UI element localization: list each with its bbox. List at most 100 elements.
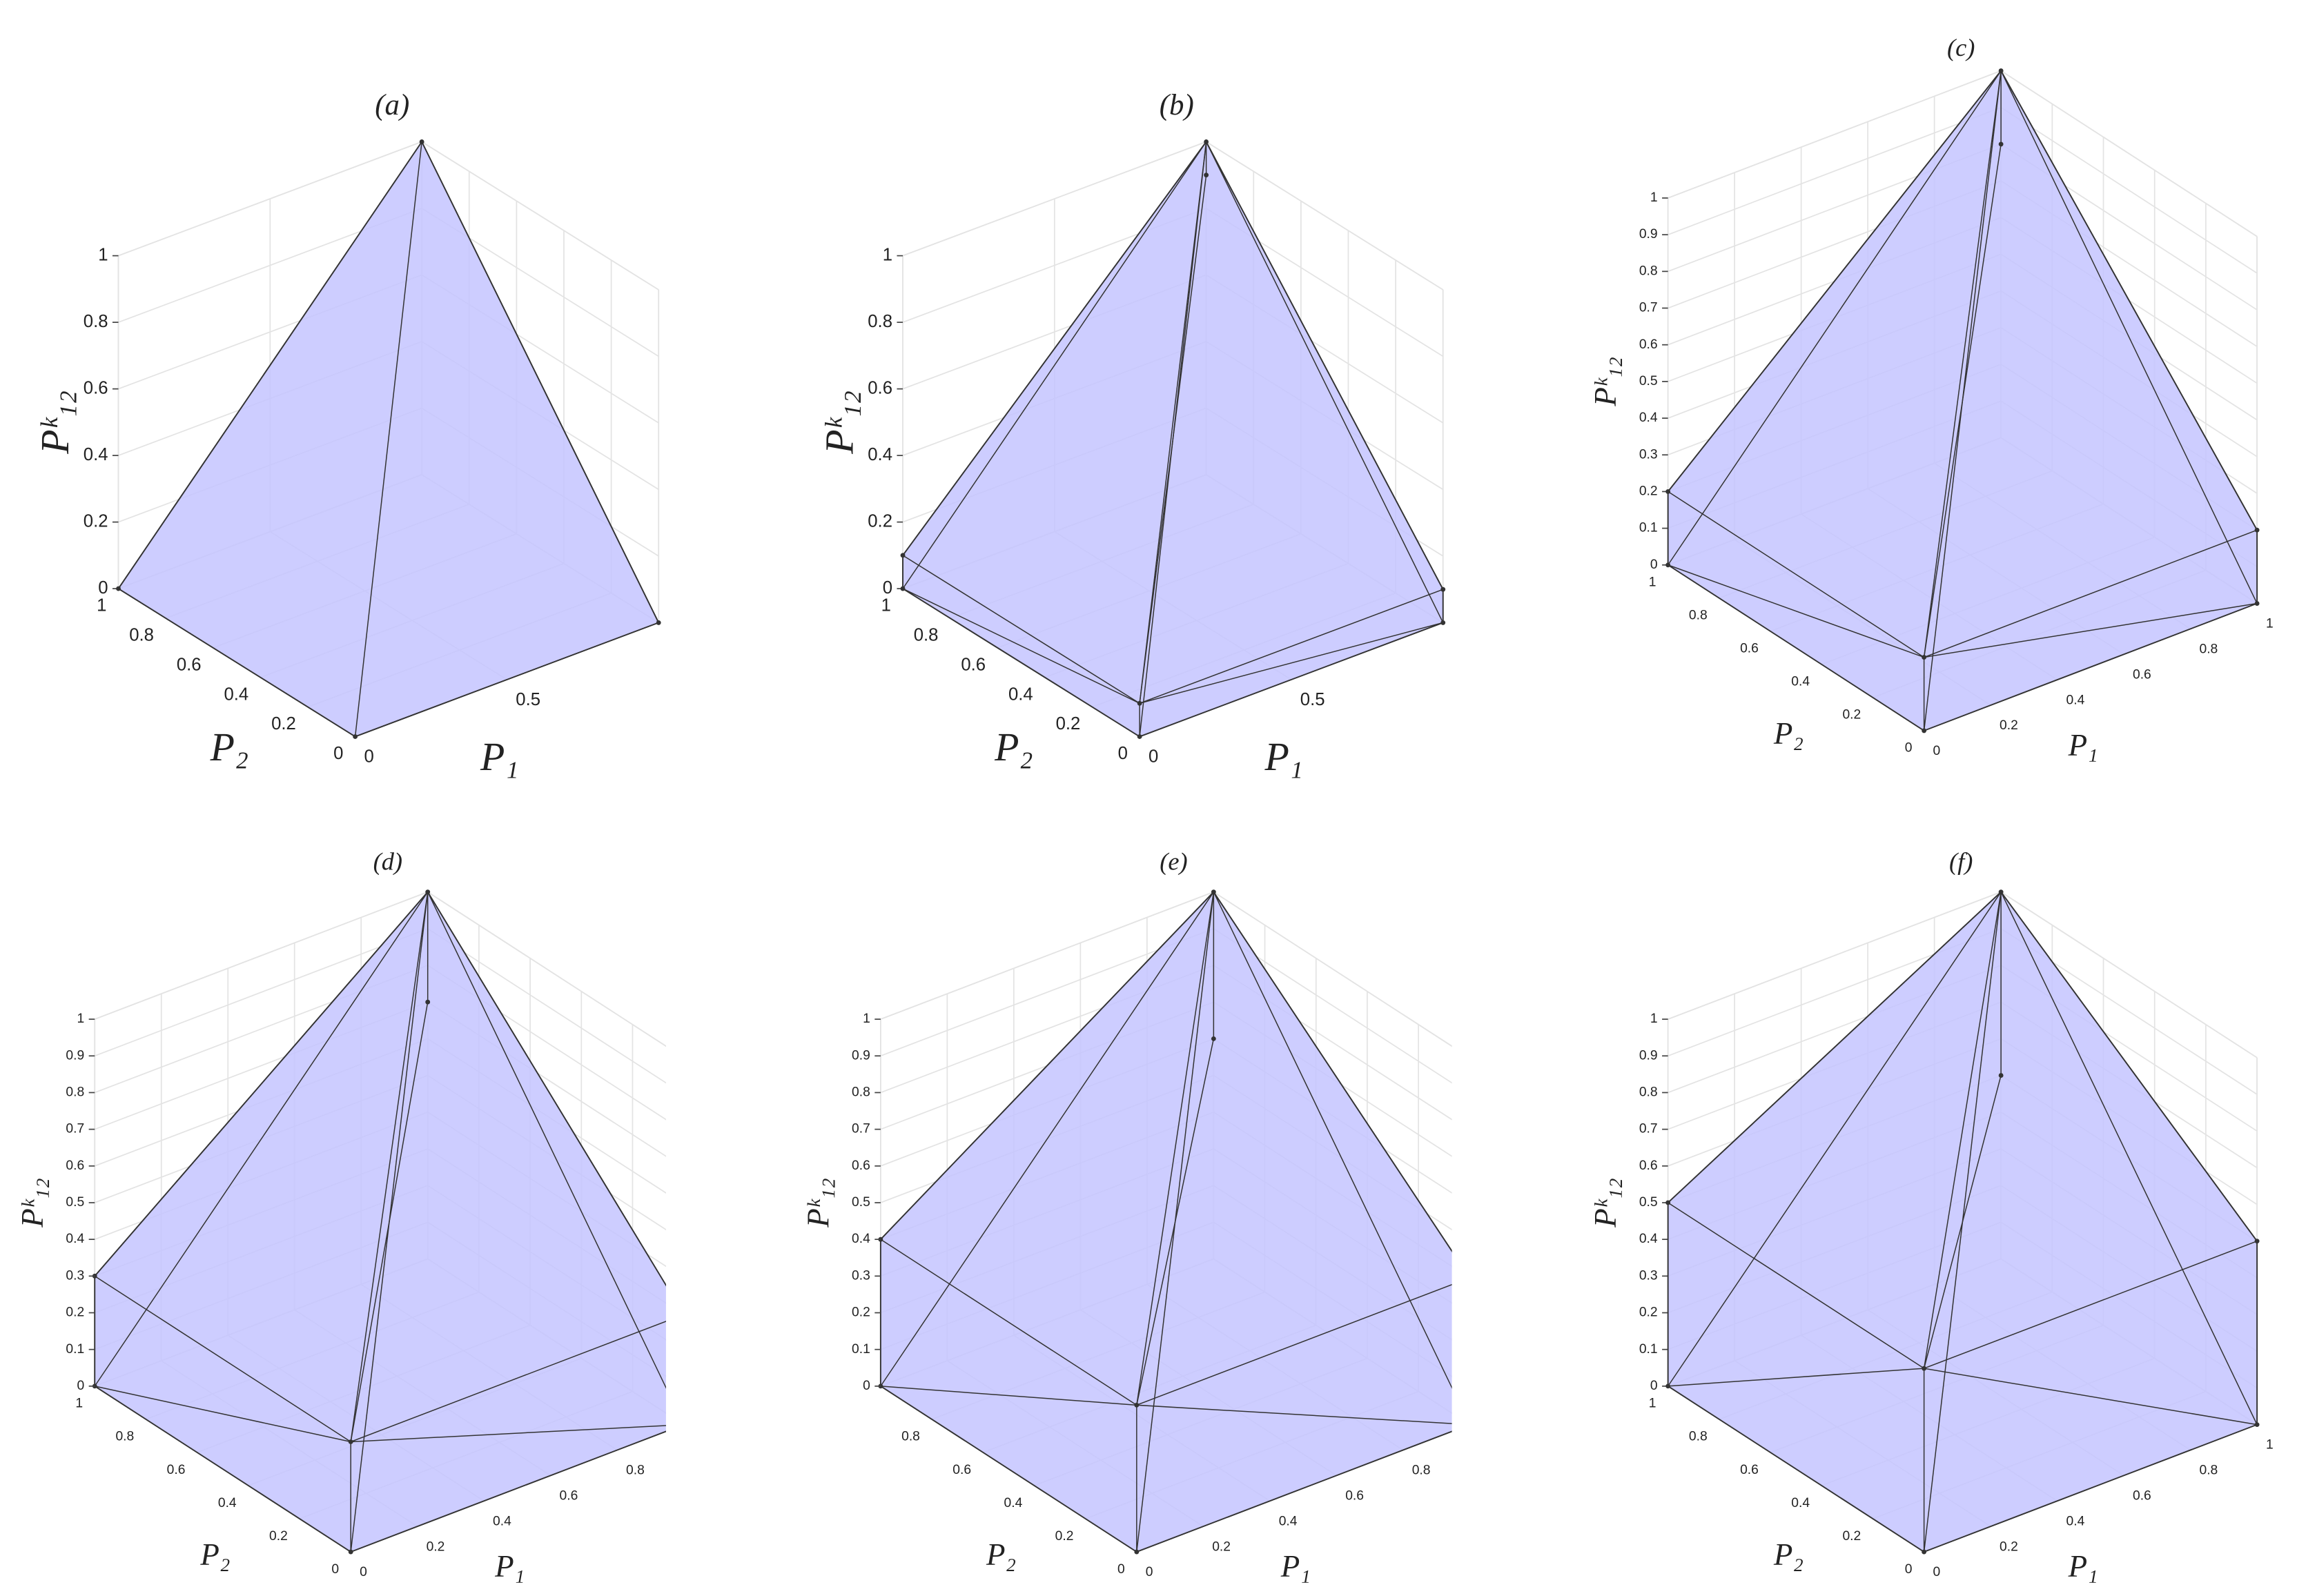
panel-title: (c) (1947, 34, 1975, 61)
vertex (2254, 601, 2260, 606)
plot-area (92, 889, 686, 1555)
y-axis-label: P₂ (199, 1537, 230, 1572)
y-tick-label: 0 (1118, 744, 1128, 763)
polytope-edge (1213, 891, 1452, 1252)
y-tick-label: 0.6 (177, 655, 202, 674)
y-tick-label: 0.2 (1842, 1529, 1861, 1544)
polytope-edge (350, 891, 429, 1442)
panel: 0 0.2 0.4 0.6 0.8 0 0.2 0.4 0.6 0.8 0 0.1 0.2 0.3 0.4 0… (801, 847, 1452, 1584)
vertex (1204, 139, 1209, 144)
x-tick-label: 0.2 (2000, 718, 2018, 733)
z-tick-label: 0.8 (1639, 1085, 1658, 1100)
vertex (656, 620, 661, 625)
polytope-edge (1923, 144, 2002, 658)
polytope-edge (1668, 1202, 1925, 1369)
y-tick-label: 0.6 (961, 655, 986, 674)
y-tick-label: 1 (75, 1397, 83, 1411)
polytope-edge (1668, 564, 1924, 658)
y-tick-label: 0.8 (914, 625, 939, 644)
polytope-edge (427, 891, 666, 1287)
x-tick-label: 0.4 (2066, 693, 2084, 707)
polytope-edge (1924, 529, 2258, 658)
z-tick-label: 0.6 (84, 378, 108, 397)
y-tick-label: 0.2 (271, 714, 296, 733)
z-tick-label: 0 (883, 578, 892, 598)
vertex (92, 1383, 97, 1389)
y-tick-label: 0.2 (1055, 1529, 1074, 1544)
y-axis-label: P₂ (210, 725, 248, 769)
y-tick-label: 0.6 (1740, 1463, 1759, 1477)
y-tick-label: 0.8 (1689, 609, 1708, 623)
x-tick-label: 0.6 (560, 1489, 578, 1504)
polytope-edge (350, 1321, 666, 1443)
z-axis-label: Pᵏ₁₂ (32, 391, 77, 455)
polytope-edge (1139, 622, 1443, 704)
y-axis-label: P₂ (1773, 1537, 1804, 1572)
z-tick-label: 1 (77, 1012, 84, 1026)
vertex (348, 1439, 353, 1444)
x-tick-label: 0.8 (626, 1464, 645, 1478)
vertex (425, 999, 431, 1005)
polytope-edge (1923, 70, 2002, 658)
vertex (92, 1273, 97, 1279)
vertex (1665, 1383, 1671, 1389)
polytope-edge (2000, 70, 2258, 531)
z-tick-label: 0.8 (868, 312, 892, 331)
z-tick-label: 0.4 (1639, 1232, 1658, 1246)
x-tick-label: 0 (364, 747, 374, 766)
grid-line (427, 928, 666, 1084)
z-tick-label: 0.7 (66, 1122, 84, 1136)
z-tick-label: 0.4 (1639, 411, 1658, 425)
vertex (425, 889, 431, 895)
vertex (681, 1422, 686, 1427)
z-tick-label: 0.2 (84, 511, 108, 531)
z-axis-label: Pᵏ₁₂ (15, 1178, 50, 1228)
polytope-edge (880, 1386, 1137, 1406)
polytope-edge (94, 1275, 351, 1443)
grid-line (2000, 107, 2258, 274)
z-tick-label: 1 (863, 1012, 870, 1026)
vertex (1922, 728, 1927, 733)
polytope-edge (1136, 1404, 1452, 1424)
z-tick-label: 0.6 (1639, 1159, 1658, 1173)
polytope-edge (1139, 589, 1443, 704)
x-tick-label: 0.8 (1412, 1464, 1431, 1478)
vertex (348, 1549, 353, 1555)
grid-line (1668, 106, 2002, 235)
z-tick-label: 1 (98, 245, 108, 264)
x-tick-label: 1 (2266, 617, 2274, 631)
panel: 0 0.2 0.4 0.6 0.8 1 0 0.2 0.4 0.6 0.8 1 0 0.1 0.2 0.3 0.… (1588, 34, 2273, 762)
vertex (1204, 173, 1209, 178)
polytope-edge (2000, 70, 2258, 604)
z-tick-label: 0.7 (852, 1122, 870, 1136)
z-tick-label: 0.4 (868, 445, 892, 464)
z-tick-label: 1 (1650, 1012, 1658, 1026)
y-tick-label: 0.2 (269, 1529, 288, 1544)
z-axis-label: Pᵏ₁₂ (801, 1178, 835, 1228)
z-tick-label: 0.2 (1639, 1306, 1658, 1320)
z-tick-label: 0.9 (1639, 227, 1658, 242)
vertex (2254, 527, 2260, 533)
polytope-edge (1205, 141, 1444, 623)
grid-line (1213, 891, 1452, 1047)
grid-line (1668, 70, 2002, 199)
x-tick-label: 0.6 (2133, 667, 2151, 682)
z-tick-label: 0.5 (852, 1195, 870, 1210)
z-tick-label: 0.6 (852, 1159, 870, 1173)
panel-title: (e) (1160, 847, 1187, 875)
x-axis-label: P₁ (494, 1549, 525, 1584)
x-tick-label: 0.2 (1212, 1539, 1231, 1554)
vertex (1440, 620, 1446, 625)
grid-line (2000, 70, 2258, 237)
z-tick-label: 0.8 (1639, 264, 1658, 278)
x-tick-label: 0 (1148, 747, 1158, 766)
polytope-edge (94, 891, 429, 1277)
vertex (900, 586, 906, 591)
z-tick-label: 0.3 (852, 1268, 870, 1283)
z-tick-label: 0.2 (66, 1306, 84, 1320)
z-tick-label: 0.9 (66, 1048, 84, 1063)
z-tick-label: 0.4 (66, 1232, 84, 1246)
polytope-edge (2000, 891, 2258, 1242)
z-axis-label: Pᵏ₁₂ (817, 391, 862, 455)
